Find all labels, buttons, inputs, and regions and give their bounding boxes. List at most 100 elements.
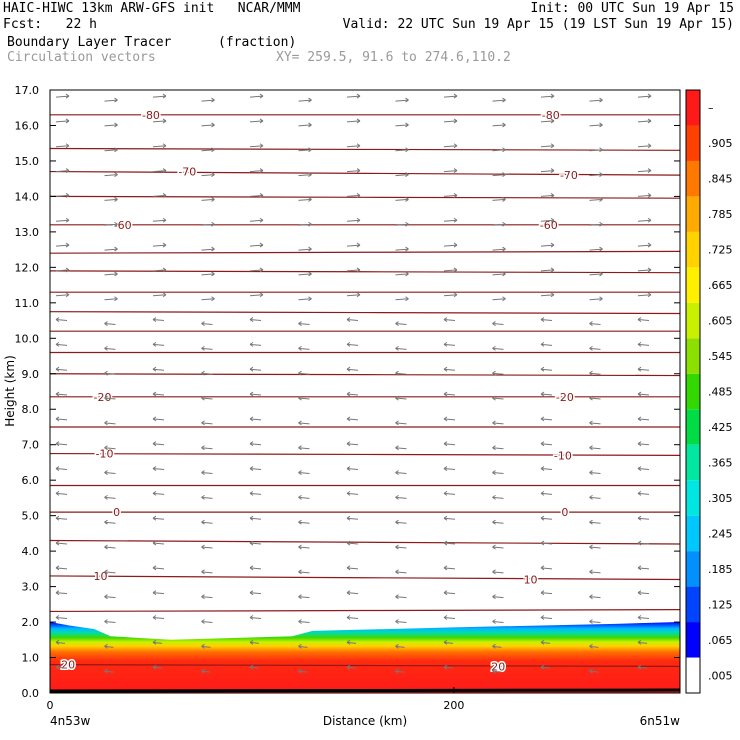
vector-arrowhead [308, 221, 312, 227]
circulation-vector [443, 468, 456, 471]
vector-arrowhead [55, 615, 60, 620]
circulation-vector [201, 447, 213, 450]
circulation-vector [443, 641, 454, 644]
colorbar-label: .785 [708, 208, 733, 221]
circulation-vector [298, 99, 312, 102]
circulation-vector [55, 592, 68, 595]
vector-arrowhead [492, 494, 496, 500]
vector-arrowhead [152, 664, 157, 670]
circulation-vector [152, 170, 167, 173]
y-tick-label: 0.0 [22, 687, 40, 700]
circulation-vector [443, 418, 456, 421]
vector-arrowhead [346, 441, 351, 447]
vector-arrowhead [443, 515, 448, 521]
circulation-vector [589, 99, 603, 102]
vector-arrowhead [599, 221, 603, 227]
contour-label: -10 [554, 449, 572, 462]
circulation-vector [152, 418, 165, 421]
circulation-vector [637, 418, 650, 421]
vector-arrowhead [453, 242, 458, 248]
circulation-vector [152, 443, 165, 446]
circulation-vector [249, 492, 262, 495]
y-tick-label: 10.0 [15, 332, 40, 345]
circulation-vector [637, 294, 652, 297]
circulation-vector [249, 120, 264, 123]
circulation-vector [637, 617, 650, 620]
circulation-vector [395, 298, 409, 301]
circulation-vector [298, 298, 312, 301]
vector-arrowhead [211, 271, 215, 277]
circulation-vector [395, 347, 407, 350]
vector-arrowhead [356, 118, 361, 124]
vector-arrowhead [647, 242, 652, 248]
vector-arrowhead [589, 594, 593, 600]
vector-arrowhead [443, 391, 448, 397]
vector-arrowhead [395, 395, 399, 401]
vector-arrowhead [211, 221, 215, 227]
circulation-vector [201, 198, 215, 201]
vector-arrowhead [356, 292, 361, 298]
circulation-vector [492, 422, 504, 425]
circulation-vector [395, 174, 409, 177]
circulation-vector [298, 670, 308, 673]
vector-arrowhead [395, 420, 399, 426]
vector-arrowhead [540, 391, 545, 397]
vector-arrowhead [647, 118, 652, 124]
circulation-vector [249, 542, 262, 545]
circulation-vector [589, 174, 603, 177]
vector-arrowhead [55, 441, 60, 447]
circulation-vector [589, 372, 601, 375]
circulation-vector [395, 596, 407, 599]
vector-arrowhead [346, 416, 351, 422]
circulation-vector [589, 422, 601, 425]
circulation-vector [201, 248, 215, 251]
circulation-vector [637, 319, 650, 322]
vector-arrowhead [492, 519, 496, 525]
vector-arrowhead [211, 296, 215, 302]
circulation-vector [395, 372, 407, 375]
x-endpoint-left: 4n53w [50, 714, 91, 728]
circulation-vector [55, 418, 68, 421]
circulation-vector [249, 517, 262, 520]
vector-arrowhead [201, 321, 205, 326]
vector-arrowhead [249, 615, 254, 620]
circulation-vector [104, 248, 118, 251]
circulation-vector [201, 571, 213, 574]
vector-arrowhead [550, 93, 555, 99]
circulation-vector [346, 194, 361, 197]
vector-arrowhead [492, 643, 496, 649]
circulation-vector [395, 397, 407, 400]
vector-arrowhead [259, 118, 264, 124]
circulation-vector [152, 244, 167, 247]
circulation-vector [443, 368, 456, 371]
vector-arrowhead [55, 366, 60, 372]
circulation-vector [298, 372, 310, 375]
circulation-vector [589, 397, 601, 400]
circulation-vector [395, 621, 407, 624]
circulation-vector [55, 617, 68, 620]
vector-arrowhead [550, 217, 555, 223]
circulation-vector [55, 368, 68, 371]
vector-arrowhead [395, 569, 399, 575]
vector-arrowhead [405, 296, 409, 302]
circulation-vector [104, 645, 114, 648]
contour-line [49, 575, 681, 581]
colorbar-swatch [686, 338, 700, 374]
vector-arrowhead [152, 590, 157, 596]
vector-arrowhead [308, 97, 312, 103]
x-endpoint-right: 6n51w [640, 714, 681, 728]
vector-arrowhead [308, 122, 312, 128]
circulation-vector [395, 198, 409, 201]
vector-arrowhead [589, 494, 593, 500]
circulation-vector [104, 546, 116, 549]
vector-arrowhead [201, 494, 205, 500]
circulation-vector [637, 120, 652, 123]
circulation-vector [492, 645, 502, 648]
circulation-vector [201, 174, 215, 177]
header-valid-time: Valid: 22 UTC Sun 19 Apr 15 (19 LST Sun … [342, 17, 734, 32]
vector-arrowhead [405, 196, 409, 202]
vector-arrowhead [637, 515, 642, 521]
circulation-vector [201, 273, 215, 276]
colorbar-label: .725 [708, 244, 733, 257]
